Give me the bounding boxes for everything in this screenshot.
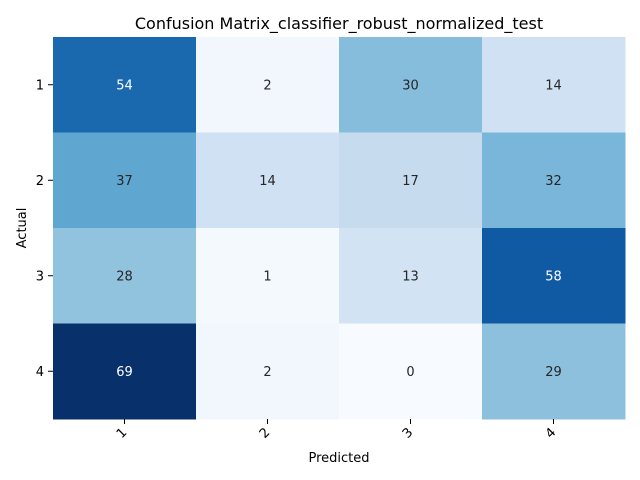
heatmap-cell-1-1 [53,37,197,133]
cell-value-label: 58 [545,269,562,284]
heatmap-cell-3-3 [339,228,483,324]
heatmap-cell-4-1 [53,323,197,420]
x-tick-label: 1 [114,425,130,441]
cell-value-label: 0 [406,365,414,380]
x-axis-ticks: 1 2 3 4 [114,419,559,442]
cell-value-label: 13 [402,269,419,284]
cell-value-label: 30 [402,78,419,93]
cell-value-label: 29 [545,365,562,380]
heatmap-cell-2-1 [53,132,197,229]
cell-value-label: 1 [263,269,271,284]
cell-value-label: 54 [116,78,133,93]
heatmap-cell-2-2 [196,132,340,229]
cell-value-label: 37 [116,174,133,189]
x-tick-label: 3 [400,425,416,441]
heatmap-cell-1-3 [339,37,483,133]
cell-value-label: 32 [545,174,562,189]
heatmap-cell-2-4 [482,132,626,229]
y-tick-label: 4 [36,365,44,380]
x-tick-label: 4 [543,425,559,441]
heatmap-cell-4-2 [196,323,340,420]
heatmap-cell-1-2 [196,37,340,133]
heatmap-cell-2-3 [339,132,483,229]
heatmap-cell-1-4 [482,37,626,133]
x-axis-label: Predicted [308,451,369,466]
heatmap-cell-3-4 [482,228,626,324]
heatmap-cell-3-2 [196,228,340,324]
cell-value-label: 2 [263,365,271,380]
heatmap-cells: 54 2 30 14 37 14 17 32 28 1 13 58 69 2 0 29 [53,37,626,420]
y-axis-ticks: 1 2 3 4 [36,78,53,380]
x-tick-label: 2 [257,425,273,441]
cell-value-label: 14 [259,174,276,189]
cell-value-label: 17 [402,174,419,189]
y-tick-label: 1 [36,78,44,93]
heatmap-cell-4-3 [339,323,483,420]
cell-value-label: 69 [116,365,133,380]
cell-value-label: 28 [116,269,133,284]
cell-value-label: 14 [545,78,562,93]
y-axis-label: Actual [15,208,30,249]
cell-value-label: 2 [263,78,271,93]
heatmap-cell-3-1 [53,228,197,324]
heatmap-cell-4-4 [482,323,626,420]
chart-title: Confusion Matrix_classifier_robust_norma… [135,14,543,34]
y-tick-label: 3 [36,269,44,284]
y-tick-label: 2 [36,174,44,189]
